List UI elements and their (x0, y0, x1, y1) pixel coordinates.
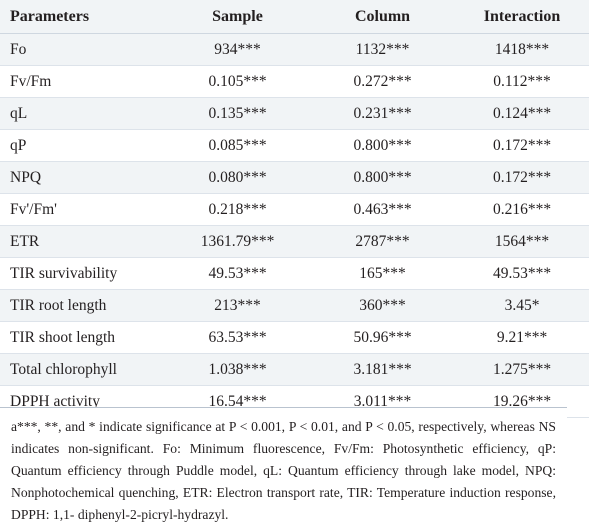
sample-value: 1.038*** (165, 353, 310, 386)
table-row: TIR root length 213*** 360*** 3.45* (0, 289, 589, 322)
sample-value: 0.135*** (165, 97, 310, 130)
table-footnote: a***, **, and * indicate significance at… (0, 407, 567, 522)
table-row: qP 0.085*** 0.800*** 0.172*** (0, 129, 589, 162)
interaction-value: 0.172*** (455, 161, 589, 194)
parameter-cell: NPQ (0, 161, 165, 194)
interaction-value: 1564*** (455, 225, 589, 258)
table-row: Fv/Fm 0.105*** 0.272*** 0.112*** (0, 65, 589, 98)
parameter-cell: Total chlorophyll (0, 353, 165, 386)
column-value: 0.231*** (310, 97, 455, 130)
column-value: 0.800*** (310, 129, 455, 162)
table-row: Fo 934*** 1132*** 1418*** (0, 33, 589, 66)
parameter-cell: Fv'/Fm' (0, 193, 165, 226)
parameter-cell: TIR root length (0, 289, 165, 322)
sample-value: 49.53*** (165, 257, 310, 290)
table-row: NPQ 0.080*** 0.800*** 0.172*** (0, 161, 589, 194)
interaction-value: 0.124*** (455, 97, 589, 130)
table-header: Parameters Sample Column Interaction (0, 0, 589, 34)
table-row: TIR shoot length 63.53*** 50.96*** 9.21*** (0, 321, 589, 354)
sample-value: 0.085*** (165, 129, 310, 162)
interaction-value: 0.112*** (455, 65, 589, 98)
column-value: 2787*** (310, 225, 455, 258)
sample-value: 934*** (165, 33, 310, 66)
parameter-cell: ETR (0, 225, 165, 258)
sample-value: 63.53*** (165, 321, 310, 354)
interaction-value: 1.275*** (455, 353, 589, 386)
table-row: Fv'/Fm' 0.218*** 0.463*** 0.216*** (0, 193, 589, 226)
interaction-value: 9.21*** (455, 321, 589, 354)
sample-value: 0.080*** (165, 161, 310, 194)
interaction-value: 1418*** (455, 33, 589, 66)
interaction-value: 0.172*** (455, 129, 589, 162)
header-column: Column (310, 0, 455, 34)
interaction-value: 0.216*** (455, 193, 589, 226)
column-value: 0.463*** (310, 193, 455, 226)
column-value: 165*** (310, 257, 455, 290)
column-value: 0.800*** (310, 161, 455, 194)
table-row: ETR 1361.79*** 2787*** 1564*** (0, 225, 589, 258)
table-row: Total chlorophyll 1.038*** 3.181*** 1.275**… (0, 353, 589, 386)
sample-value: 0.218*** (165, 193, 310, 226)
parameter-cell: qP (0, 129, 165, 162)
column-value: 50.96*** (310, 321, 455, 354)
header-interaction: Interaction (455, 0, 589, 34)
interaction-value: 3.45* (455, 289, 589, 322)
parameter-cell: TIR shoot length (0, 321, 165, 354)
header-row: Parameters Sample Column Interaction (0, 0, 589, 34)
table-row: qL 0.135*** 0.231*** 0.124*** (0, 97, 589, 130)
sample-value: 1361.79*** (165, 225, 310, 258)
header-sample: Sample (165, 0, 310, 34)
interaction-value: 49.53*** (455, 257, 589, 290)
column-value: 360*** (310, 289, 455, 322)
parameter-cell: Fv/Fm (0, 65, 165, 98)
sample-value: 213*** (165, 289, 310, 322)
parameter-cell: qL (0, 97, 165, 130)
table-body: Fo 934*** 1132*** 1418*** Fv/Fm 0.105*** 0.272… (0, 33, 589, 418)
anova-table: Parameters Sample Column Interaction Fo 934*… (0, 0, 589, 418)
column-value: 3.181*** (310, 353, 455, 386)
parameter-cell: Fo (0, 33, 165, 66)
table-row: TIR survivability 49.53*** 165*** 49.53*** (0, 257, 589, 290)
header-parameters: Parameters (0, 0, 165, 34)
parameter-cell: TIR survivability (0, 257, 165, 290)
column-value: 1132*** (310, 33, 455, 66)
sample-value: 0.105*** (165, 65, 310, 98)
column-value: 0.272*** (310, 65, 455, 98)
